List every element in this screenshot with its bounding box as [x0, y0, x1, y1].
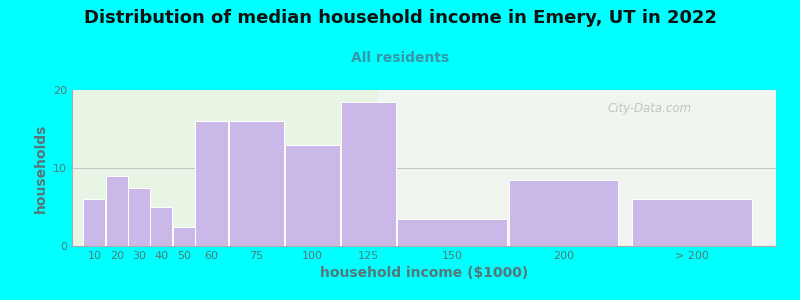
Bar [397, 219, 506, 246]
Bar [229, 121, 284, 246]
Bar [128, 188, 150, 246]
Bar [106, 176, 128, 246]
Bar [83, 199, 106, 246]
X-axis label: household income ($1000): household income ($1000) [320, 266, 528, 280]
Y-axis label: households: households [34, 123, 47, 213]
Bar [285, 145, 340, 246]
Bar [341, 102, 395, 246]
Bar [378, 90, 776, 246]
Text: Distribution of median household income in Emery, UT in 2022: Distribution of median household income … [83, 9, 717, 27]
Bar [509, 180, 618, 246]
Bar [150, 207, 172, 246]
Bar [173, 226, 194, 246]
Text: City-Data.com: City-Data.com [607, 103, 691, 116]
Bar [195, 121, 228, 246]
Bar [72, 90, 378, 246]
Bar [632, 199, 753, 246]
Text: All residents: All residents [351, 51, 449, 65]
